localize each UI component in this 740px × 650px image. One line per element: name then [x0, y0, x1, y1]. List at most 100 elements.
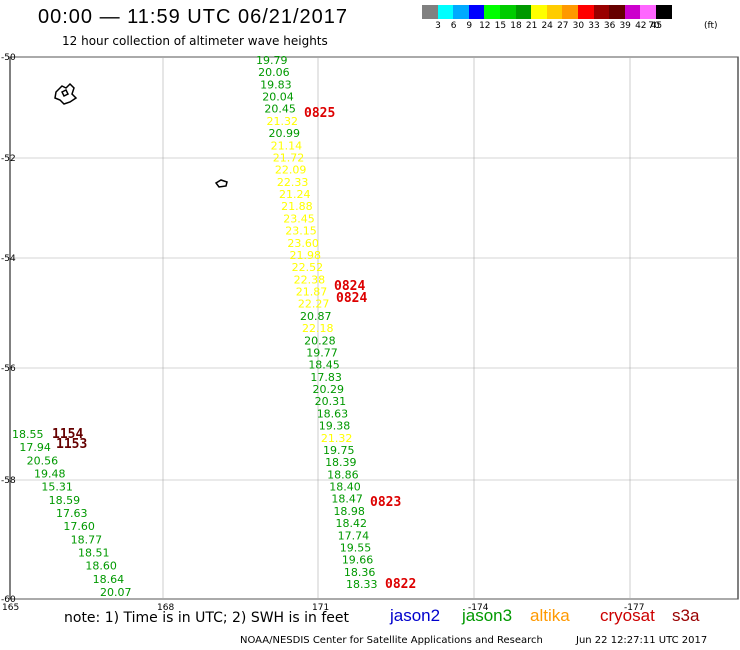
swh-value: 18.64	[93, 573, 125, 586]
pass-time-label: 0824	[336, 291, 367, 306]
swh-value: 21.14	[271, 139, 303, 152]
lat-tick-label: -58	[1, 476, 16, 486]
swh-value: 20.31	[315, 395, 347, 408]
swh-value: 20.56	[27, 454, 58, 467]
swh-value: 20.29	[313, 383, 345, 396]
swh-value: 19.77	[306, 346, 338, 359]
swh-value: 20.45	[264, 103, 296, 116]
swh-value: 18.63	[317, 407, 349, 420]
swh-value: 20.87	[300, 310, 332, 323]
pass-time-label: 0822	[385, 577, 416, 592]
colorbar-unit: (ft)	[704, 21, 718, 31]
swh-value: 19.66	[342, 554, 374, 567]
swh-value: 23.60	[287, 237, 319, 250]
colorbar-tick-label: 21	[525, 21, 538, 31]
swh-value: 18.36	[344, 566, 376, 579]
swh-value: 21.72	[273, 151, 305, 164]
swh-value: 21.32	[321, 432, 353, 445]
lon-tick-label: 171	[312, 603, 329, 613]
legend-cryosat: cryosat	[600, 606, 655, 625]
colorbar	[422, 5, 672, 19]
colorbar-swatch	[515, 5, 532, 19]
swh-value: 17.74	[338, 529, 370, 542]
swh-value: 20.28	[304, 334, 336, 347]
swh-value: 21.98	[289, 249, 321, 262]
swh-value: 18.59	[49, 494, 81, 507]
colorbar-labels: 3 6 9 12 15 18 21 24 27 30 33 36 39 42 45 70	[422, 21, 740, 33]
legend-jason2: jason2	[390, 606, 441, 625]
colorbar-tick-label: 12	[479, 21, 491, 31]
colorbar-tick-label: 27	[557, 21, 569, 31]
lon-tick-label: 165	[2, 603, 19, 613]
colorbar-tick-label: 9	[466, 21, 473, 31]
swh-value: 19.38	[319, 420, 351, 433]
swh-value: 21.88	[281, 200, 313, 213]
swh-value: 18.40	[329, 481, 361, 494]
colorbar-tick-label: 3	[435, 21, 441, 31]
swh-value: 18.39	[325, 456, 357, 469]
colorbar-tick-label: 70	[648, 21, 660, 31]
swh-value: 18.45	[308, 359, 340, 372]
colorbar-swatch	[655, 5, 672, 19]
map-frame	[9, 56, 739, 600]
swh-value: 18.33	[346, 578, 378, 591]
swh-value: 20.07	[100, 586, 132, 599]
swh-value: 18.55	[12, 428, 44, 441]
colorbar-swatch	[484, 5, 500, 19]
pass-time-label: 1153	[56, 437, 87, 452]
colorbar-tick-label: 36	[603, 21, 616, 31]
swh-value: 18.86	[327, 468, 359, 481]
swh-value: 22.38	[294, 273, 326, 286]
swh-value: 18.98	[333, 505, 365, 518]
swh-value: 19.48	[34, 468, 66, 481]
colorbar-tick-label: 45	[650, 21, 663, 31]
swh-value: 15.31	[41, 481, 72, 494]
pass-time-label: 0824	[334, 279, 365, 294]
legend-altika: altika	[530, 606, 570, 625]
generated-timestamp: Jun 22 12:27:11 UTC 2017	[576, 635, 708, 646]
lat-tick-label: -52	[1, 154, 16, 164]
colorbar-swatch	[624, 5, 641, 19]
colorbar-swatch	[422, 5, 438, 19]
island-small	[214, 179, 228, 188]
colorbar-tick-label: 30	[572, 21, 585, 31]
swh-value: 22.18	[302, 322, 334, 335]
swh-value: 18.47	[331, 493, 363, 506]
swh-value: 19.55	[340, 541, 372, 554]
swh-value: 19.83	[260, 78, 292, 91]
swh-value: 19.75	[323, 444, 355, 457]
lon-tick-label: -174	[468, 603, 489, 613]
colorbar-tick-label: 24	[541, 21, 553, 31]
swh-value: 17.83	[310, 371, 342, 384]
colorbar-swatch	[640, 5, 656, 19]
colorbar-swatch	[562, 5, 578, 19]
swh-value: 19.79	[256, 54, 288, 67]
lat-tick-label: -60	[1, 595, 16, 605]
lon-tick-label: -177	[624, 603, 644, 613]
swh-value: 21.87	[296, 286, 328, 299]
swh-value: 17.94	[19, 441, 51, 454]
swh-value: 22.09	[275, 164, 307, 177]
colorbar-swatch	[531, 5, 547, 19]
pass-time-label: 0825	[304, 106, 335, 121]
colorbar-swatch	[437, 5, 454, 19]
lat-tick-label: -54	[1, 254, 16, 264]
swh-value: 22.33	[277, 176, 309, 189]
colorbar-swatch	[577, 5, 594, 19]
island-campbell	[54, 82, 78, 105]
map-subtitle: 12 hour collection of altimeter wave hei…	[62, 34, 328, 48]
footer-note: note: 1) Time is in UTC; 2) SWH is in fe…	[64, 610, 350, 626]
colorbar-tick-label: 39	[619, 21, 631, 31]
colorbar-swatch	[453, 5, 469, 19]
legend-jason3: jason3	[462, 606, 513, 625]
colorbar-swatch	[499, 5, 516, 19]
track-1: 19.7920.0619.8320.0420.4521.3220.9921.14…	[256, 54, 416, 592]
lat-tick-label: -56	[1, 364, 16, 374]
track-2: 18.5517.9420.5619.4815.3118.5917.6317.60…	[12, 427, 132, 599]
colorbar-swatch	[609, 5, 625, 19]
swh-value: 20.06	[258, 66, 290, 79]
lon-tick-label: 168	[157, 603, 174, 613]
swh-value: 17.60	[63, 520, 94, 533]
colorbar-tick-label: 18	[510, 21, 522, 31]
colorbar-swatch	[468, 5, 485, 19]
